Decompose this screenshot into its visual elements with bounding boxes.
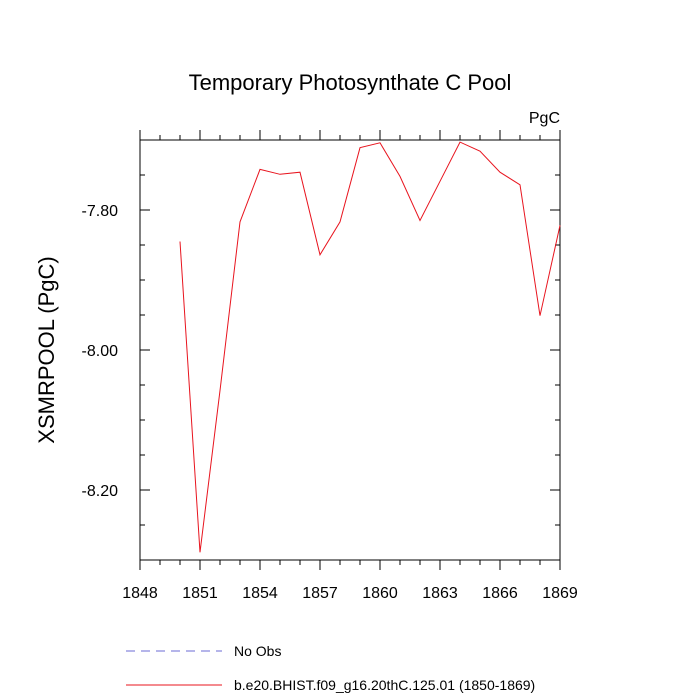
series-layer [179,141,561,553]
x-tick-label: 1860 [362,585,398,602]
x-tick-label: 1854 [242,585,278,602]
legend-label: b.e20.BHIST.f09_g16.20thC.125.01 (1850-1… [234,677,535,693]
y-axis-label: XSMRPOOL (PgC) [34,256,59,443]
legend: No Obs b.e20.BHIST.f09_g16.20thC.125.01 (… [126,643,535,693]
chart-title: Temporary Photosynthate C Pool [189,70,512,95]
x-tick-label: 1851 [182,585,218,602]
x-tick-label: 1869 [542,585,578,602]
x-tick-label: 1866 [482,585,518,602]
axis-ticks [139,130,561,570]
legend-label: No Obs [234,643,281,659]
y-tick-label: -7.80 [82,203,119,220]
x-tick-label: 1848 [122,585,158,602]
y-tick-label: -8.20 [82,483,119,500]
series-line [179,141,561,553]
plot-frame [139,139,561,561]
x-tick-labels: 1848 1851 1854 1857 1860 1863 1866 1869 [122,585,578,602]
y-tick-labels: -7.80 -8.00 -8.20 [82,203,119,500]
x-tick-label: 1863 [422,585,458,602]
x-tick-label: 1857 [302,585,338,602]
units-label: PgC [529,110,560,127]
y-tick-label: -8.00 [82,343,119,360]
